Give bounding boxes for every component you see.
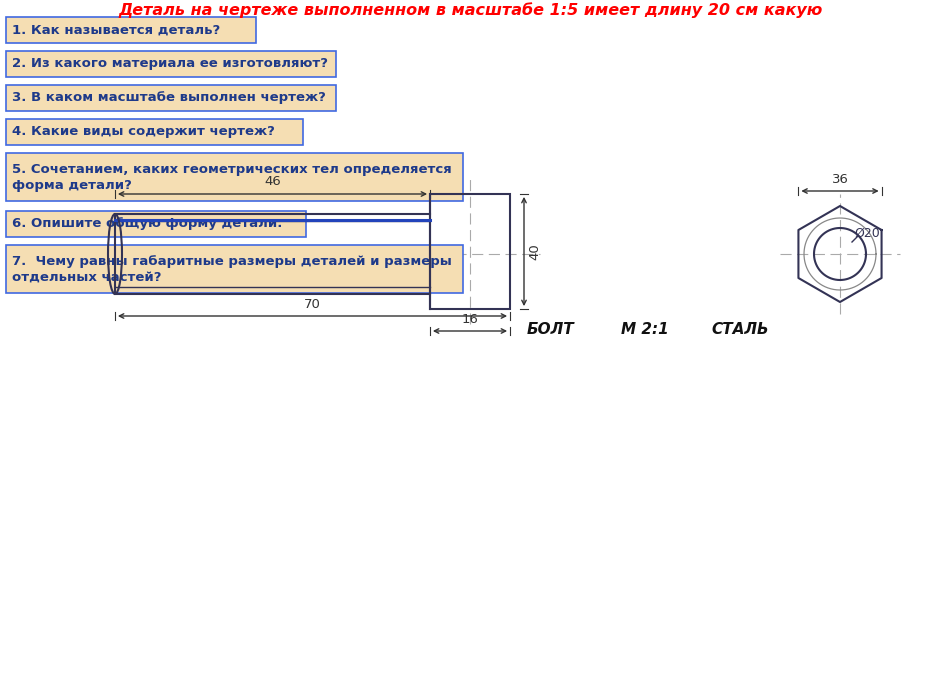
Text: 4. Какие виды содержит чертеж?: 4. Какие виды содержит чертеж? [12,125,274,138]
Text: СТАЛЬ: СТАЛЬ [711,321,769,337]
Text: Деталь на чертеже выполненном в масштабе 1:5 имеет длину 20 см какую: Деталь на чертеже выполненном в масштабе… [119,2,823,18]
FancyBboxPatch shape [6,153,463,201]
Text: 6. Опишите общую форму детали.: 6. Опишите общую форму детали. [12,218,282,231]
Text: 7.  Чему равны габаритные размеры деталей и размеры
отдельных частей?: 7. Чему равны габаритные размеры деталей… [12,254,452,283]
FancyBboxPatch shape [6,51,336,77]
FancyBboxPatch shape [6,211,306,237]
Bar [430,194,510,309]
FancyBboxPatch shape [6,119,303,145]
Text: Ø20: Ø20 [854,227,880,240]
FancyBboxPatch shape [6,17,256,43]
Text: 5. Сочетанием, каких геометрических тел определяется
форма детали?: 5. Сочетанием, каких геометрических тел … [12,163,452,192]
FancyBboxPatch shape [6,85,336,111]
Text: 16: 16 [461,313,478,326]
Text: 70: 70 [304,298,321,311]
FancyBboxPatch shape [6,245,463,293]
Text: БОЛТ: БОЛТ [526,321,573,337]
Text: 2. Из какого материала ее изготовляют?: 2. Из какого материала ее изготовляют? [12,57,328,70]
Text: 36: 36 [832,173,849,186]
Text: 46: 46 [264,175,281,188]
Text: 1. Как называется деталь?: 1. Как называется деталь? [12,23,221,36]
Text: 40: 40 [528,243,541,260]
Text: M 2:1: M 2:1 [621,321,669,337]
Text: 3. В каком масштабе выполнен чертеж?: 3. В каком масштабе выполнен чертеж? [12,92,326,105]
Bar [115,214,430,294]
